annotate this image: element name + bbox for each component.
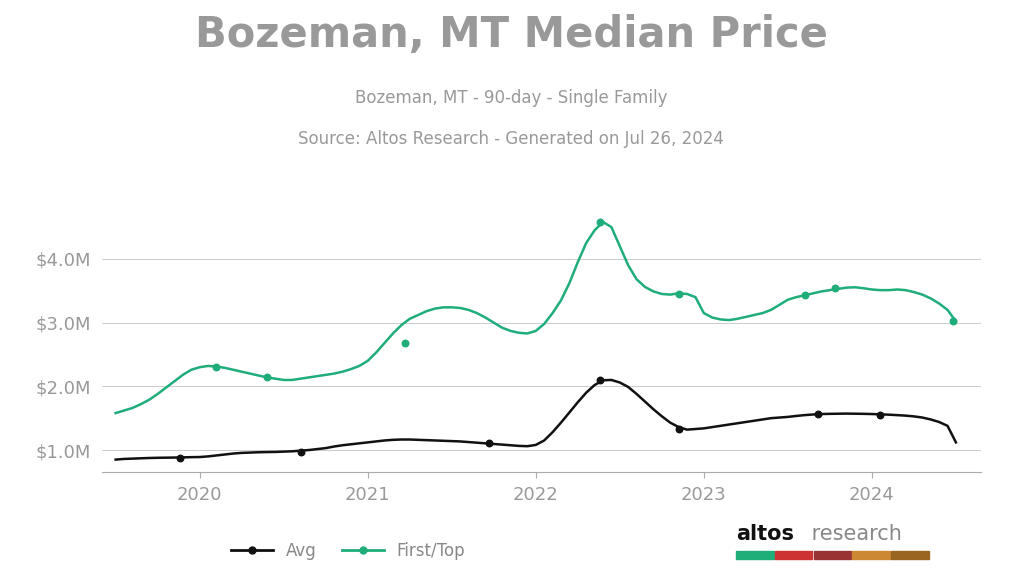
- Point: [292, 448, 309, 457]
- Point: [670, 289, 687, 298]
- Text: Bozeman, MT Median Price: Bozeman, MT Median Price: [194, 14, 828, 56]
- Point: [397, 339, 413, 348]
- Point: [944, 317, 961, 326]
- Point: [480, 438, 497, 448]
- Point: [208, 362, 225, 371]
- Legend: Avg, First/Top: Avg, First/Top: [225, 536, 472, 567]
- Point: [592, 217, 608, 226]
- Text: Source: Altos Research - Generated on Jul 26, 2024: Source: Altos Research - Generated on Ju…: [298, 130, 724, 147]
- Text: research: research: [805, 524, 902, 544]
- Point: [796, 291, 812, 300]
- Text: Bozeman, MT - 90-day - Single Family: Bozeman, MT - 90-day - Single Family: [355, 89, 667, 107]
- Point: [809, 410, 826, 419]
- Point: [172, 453, 188, 462]
- Point: [827, 283, 843, 292]
- Point: [259, 373, 275, 382]
- Point: [592, 376, 608, 385]
- Text: altos: altos: [736, 524, 794, 544]
- Point: [872, 410, 888, 419]
- Point: [670, 425, 687, 434]
